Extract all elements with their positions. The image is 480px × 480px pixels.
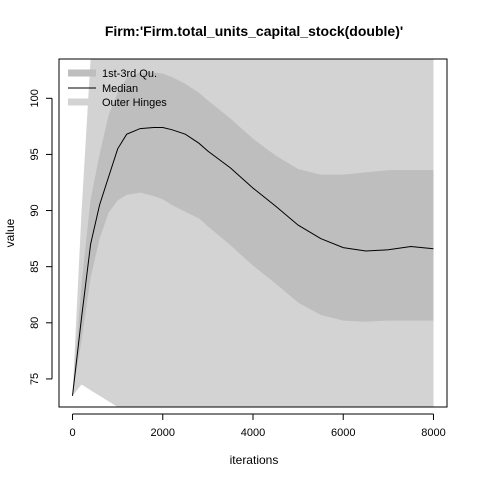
plot-area [72,59,434,407]
y-tick-label: 100 [29,89,41,107]
x-tick-label: 0 [69,427,75,439]
y-tick-label: 75 [29,373,41,385]
x-tick-label: 6000 [331,427,355,439]
median-line [72,127,434,396]
legend: 1st-3rd Qu. Median Outer Hinges [68,68,167,109]
y-tick-label: 85 [29,261,41,273]
x-tick-label: 2000 [151,427,175,439]
legend-label-outer: Outer Hinges [102,97,167,109]
plot-frame [58,58,448,408]
x-tick-label: 4000 [241,427,265,439]
y-tick-label: 80 [29,317,41,329]
y-axis-title: value [3,218,17,247]
legend-label-median: Median [102,83,138,95]
legend-label-quartile: 1st-3rd Qu. [102,68,157,80]
x-tick-label: 8000 [421,427,445,439]
x-axis-title: iterations [230,453,279,467]
x-axis: 0 2000 4000 6000 8000 [69,413,446,439]
quartile-band [72,72,434,396]
chart-title: Firm:'Firm.total_units_capital_stock(dou… [105,23,403,39]
y-tick-label: 95 [29,148,41,160]
y-tick-label: 90 [29,204,41,216]
y-axis: 75 80 85 90 95 100 [29,89,53,385]
